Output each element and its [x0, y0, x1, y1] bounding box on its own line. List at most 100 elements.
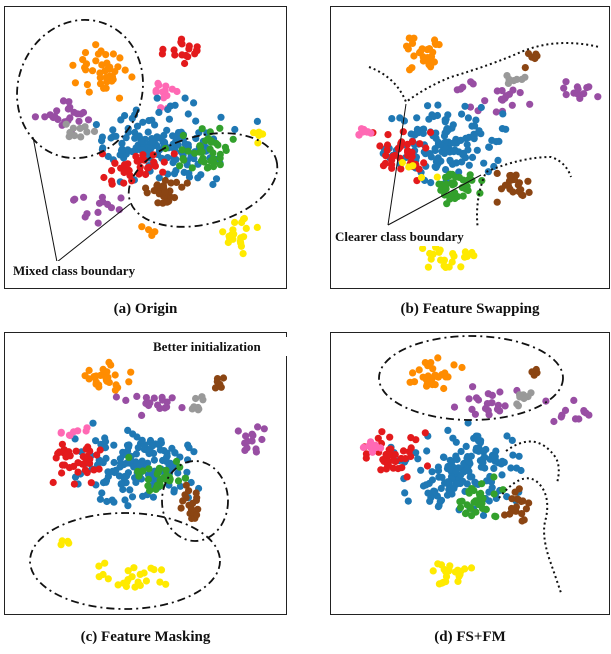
scatter-point: [461, 510, 470, 518]
scatter-point: [236, 237, 244, 245]
scatter-point: [490, 162, 498, 171]
scatter-point: [562, 78, 570, 86]
scatter-point: [496, 388, 504, 396]
scatter-point: [422, 144, 430, 152]
scatter-point: [161, 404, 169, 412]
scatter-point: [144, 482, 152, 490]
scatter-point: [518, 75, 526, 83]
scatter-point: [482, 505, 490, 513]
caption-b: (b) Feature Swapping: [400, 301, 540, 317]
scatter-point: [494, 156, 502, 164]
scatter-point: [479, 448, 488, 456]
scatter-point: [504, 182, 512, 190]
scatter-point: [412, 436, 420, 444]
scatter-point: [96, 446, 104, 454]
scatter-point: [66, 103, 74, 111]
scatter-point: [151, 121, 159, 129]
scatter-point: [96, 69, 104, 77]
scatter-point: [159, 182, 167, 190]
scatter-point: [464, 419, 472, 427]
scatter-point: [216, 150, 224, 158]
scatter-point: [83, 128, 91, 136]
scatter-point: [101, 559, 109, 567]
scatter-point: [69, 61, 77, 69]
scatter-point: [53, 107, 61, 115]
scatter-point: [459, 192, 467, 200]
scatter-point: [94, 219, 102, 227]
scatter-point: [145, 465, 153, 473]
scatter-point: [71, 79, 79, 87]
scatter-point: [509, 451, 517, 459]
scatter-point: [152, 485, 160, 493]
scatter-point: [479, 458, 487, 467]
scatter-point: [468, 153, 477, 161]
scatter-point: [416, 48, 425, 56]
scatter-point: [198, 148, 206, 156]
scatter-point: [149, 493, 157, 501]
scatter-point: [82, 66, 90, 74]
scatter-point: [169, 132, 177, 140]
scatter-point: [388, 115, 396, 123]
scatter-point: [507, 171, 515, 180]
caption-c: (c) Feature Masking: [80, 629, 211, 645]
scatter-point: [403, 473, 411, 481]
scatter-point: [493, 87, 501, 95]
scatter-point: [442, 185, 450, 193]
scatter-point: [66, 128, 74, 137]
scatter-point: [384, 131, 392, 139]
scatter-point: [150, 456, 158, 464]
scatter-point: [455, 168, 463, 176]
scatter-point: [162, 466, 170, 474]
scatter-point: [580, 408, 588, 416]
scatter-point: [462, 442, 470, 450]
scatter-point: [575, 415, 583, 423]
scatter-point: [576, 94, 584, 102]
scatter-point: [127, 368, 135, 376]
scatter-point: [112, 381, 120, 389]
scatter-point: [434, 467, 443, 475]
scatter-point: [387, 445, 395, 453]
scatter-point: [455, 569, 463, 577]
scatter-point: [172, 178, 181, 186]
scatter-point: [171, 101, 179, 109]
scatter-point: [465, 161, 473, 169]
scatter-point: [509, 188, 517, 196]
scatter-point: [515, 452, 523, 460]
scatter-point: [110, 458, 118, 467]
scatter-point: [457, 447, 465, 456]
scatter-point: [174, 469, 182, 477]
scatter-point: [464, 146, 472, 154]
scatter-point: [182, 51, 190, 60]
scatter-point: [396, 143, 405, 151]
scatter-point: [87, 479, 95, 487]
scatter-point: [428, 468, 436, 476]
scatter-point: [420, 159, 428, 167]
scatter-point: [155, 174, 163, 182]
scatter-point: [159, 138, 167, 146]
scatter-point: [494, 401, 502, 409]
scatter-point: [442, 573, 451, 581]
scatter-point: [399, 447, 408, 455]
scatter-point: [427, 179, 435, 187]
scatter-point: [242, 432, 250, 440]
scatter-point: [122, 134, 130, 142]
boundary-curve-b2: [476, 155, 572, 246]
scatter-point: [463, 140, 471, 149]
scatter-point: [128, 73, 136, 81]
scatter-point: [132, 450, 140, 458]
scatter-point: [457, 136, 465, 144]
scatter-point: [70, 480, 78, 488]
scatter-point: [457, 263, 465, 271]
scatter-point: [416, 140, 424, 148]
scatter-point: [426, 150, 434, 158]
scatter-point: [142, 170, 150, 179]
scatter-point: [426, 249, 434, 258]
scatter-point: [31, 113, 39, 121]
scatter-point: [504, 79, 512, 87]
scatter-point: [417, 173, 426, 182]
scatter-point: [396, 114, 404, 122]
scatter-point: [139, 118, 147, 126]
scatter-point: [240, 214, 248, 223]
scatter-point: [453, 455, 461, 464]
scatter-point: [431, 371, 440, 379]
